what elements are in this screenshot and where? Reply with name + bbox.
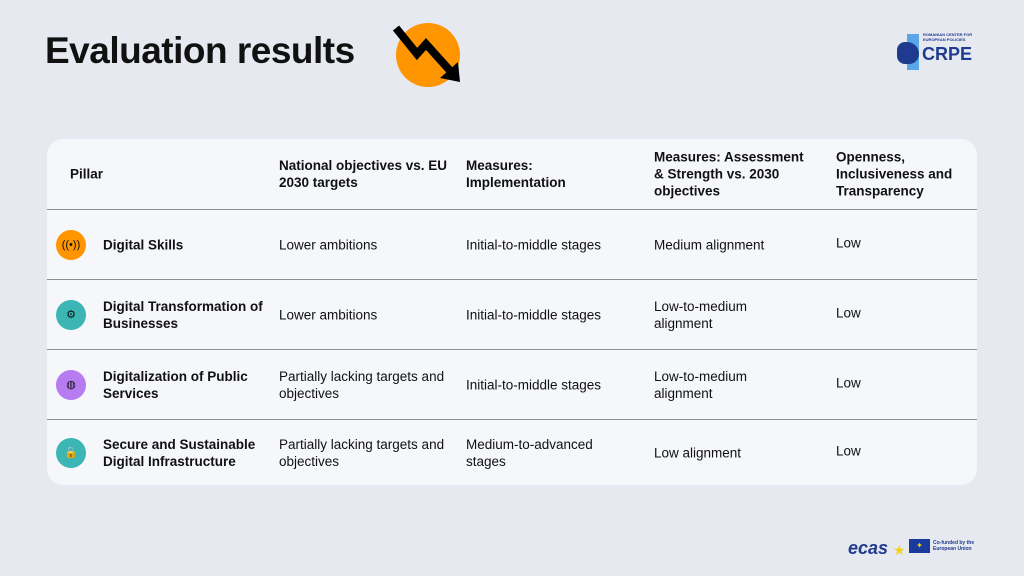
header-implementation: Measures: Implementation <box>466 158 566 190</box>
page-title: Evaluation results <box>45 30 355 71</box>
assessment-cell: Medium alignment <box>654 237 765 252</box>
openness-cell: Low <box>836 375 861 390</box>
eu-funding-label: Co-funded by the European Union <box>933 540 975 552</box>
national-objectives-cell: Lower ambitions <box>279 307 378 322</box>
crpe-logo: ROMANIAN CENTER FOR EUROPEAN POLICIES CR… <box>895 31 987 75</box>
globe-icon: ◍ <box>56 369 86 400</box>
table-row: ◍ Digitalization of Public Services Part… <box>47 350 977 420</box>
pillar-name: Digital Transformation of Businesses <box>103 298 263 331</box>
implementation-cell: Medium-to-advanced stages <box>466 436 593 469</box>
header-pillar: Pillar <box>70 166 104 182</box>
national-objectives-cell: Partially lacking targets and objectives <box>279 436 445 469</box>
table-row: 🔒 Secure and Sustainable Digital Infrast… <box>47 420 977 485</box>
logo-subtitle: ROMANIAN CENTER FOR EUROPEAN POLICIES <box>923 32 973 42</box>
pillar-name: Secure and Sustainable Digital Infrastru… <box>103 436 256 469</box>
table-row: ((•)) Digital Skills Lower ambitions Ini… <box>47 210 977 280</box>
assessment-cell: Low-to-medium alignment <box>654 298 748 331</box>
table-row: ⚙ Digital Transformation of Businesses L… <box>47 280 977 350</box>
openness-cell: Low <box>836 443 861 458</box>
star-icon: ★ <box>893 542 906 558</box>
lock-icon: 🔒 <box>56 437 86 468</box>
pillar-name: Digitalization of Public Services <box>103 368 248 401</box>
implementation-cell: Initial-to-middle stages <box>466 307 602 322</box>
assessment-cell: Low alignment <box>654 445 742 460</box>
pillar-name: Digital Skills <box>103 237 184 252</box>
implementation-cell: Initial-to-middle stages <box>466 377 602 392</box>
evaluation-table: Pillar National objectives vs. EU 2030 t… <box>47 139 977 485</box>
openness-cell: Low <box>836 305 861 320</box>
header-national-objectives: National objectives vs. EU 2030 targets <box>279 158 448 190</box>
header-assessment: Measures: Assessment & Strength vs. 2030… <box>654 149 804 199</box>
antenna-icon: ((•)) <box>56 229 86 260</box>
eu-flag-icon: ✦ <box>909 539 930 553</box>
gear-circuit-icon: ⚙ <box>56 299 86 330</box>
ecas-logo: ecas <box>848 538 889 558</box>
national-objectives-cell: Partially lacking targets and objectives <box>279 368 445 401</box>
assessment-cell: Low-to-medium alignment <box>654 368 748 401</box>
logo-text: CRPE <box>922 44 973 64</box>
trending-down-icon <box>392 23 460 87</box>
implementation-cell: Initial-to-middle stages <box>466 237 602 252</box>
openness-cell: Low <box>836 235 861 250</box>
table-header: Pillar National objectives vs. EU 2030 t… <box>47 139 977 210</box>
header-openness: Openness, Inclusiveness and Transparency <box>836 149 953 199</box>
national-objectives-cell: Lower ambitions <box>279 237 378 252</box>
